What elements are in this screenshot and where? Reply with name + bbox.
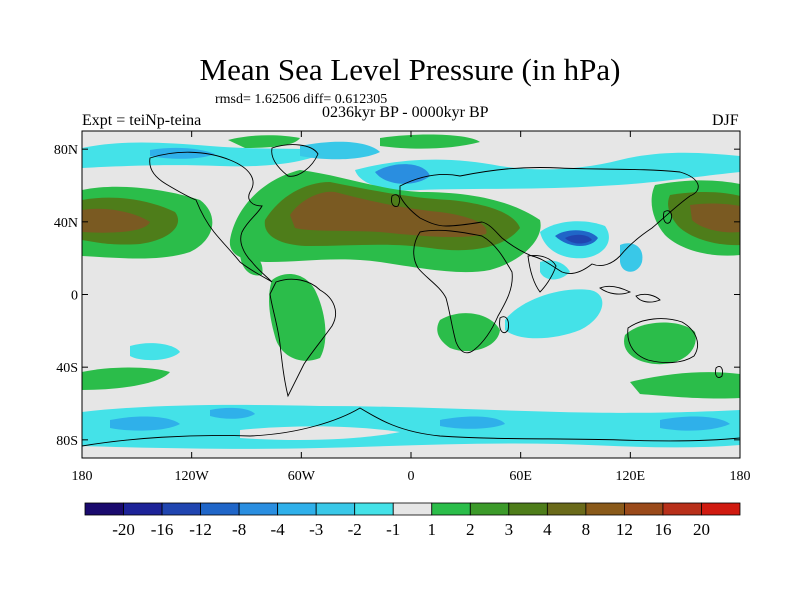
lat-tick-label: 0 <box>71 289 78 304</box>
coastline-africa <box>413 229 513 354</box>
lat-tick-label: 80N <box>54 143 78 158</box>
anomaly-tibet-low-dark <box>565 234 592 244</box>
coastline-uk <box>391 194 401 207</box>
anomaly-southern-ocean-blue-2 <box>210 407 255 419</box>
colorbar-label: 12 <box>616 520 633 539</box>
colorbar-swatch <box>200 502 240 516</box>
pressure-anomaly-field <box>82 134 740 449</box>
colorbar-swatch <box>238 502 279 516</box>
colorbar-swatch <box>662 502 702 516</box>
lat-tick-label: 80S <box>56 434 78 449</box>
colorbar-swatch <box>624 502 664 516</box>
anomaly-indian-ocean-cyan <box>505 289 603 339</box>
colorbar-label: 1 <box>428 520 437 539</box>
coastline-indonesia <box>599 285 661 303</box>
lon-tick-label: 180 <box>72 469 93 484</box>
anomaly-siberia-cyan <box>355 152 740 191</box>
lon-tick-label: 120W <box>175 469 210 484</box>
colorbar-label: -2 <box>348 520 362 539</box>
map-title: Mean Sea Level Pressure (in hPa) <box>199 52 621 87</box>
coastline-south-america <box>269 278 336 398</box>
anomaly-arctic-blue-center <box>300 141 380 160</box>
coastline-japan <box>663 210 673 224</box>
colorbar-label: -4 <box>271 520 286 539</box>
colorbar: -20 -16 -12 -8 -4 -3 -2 -1 1 2 3 4 8 12 16 20 <box>84 502 741 539</box>
anomaly-southern-ocean-blue-1 <box>110 416 180 431</box>
colorbar-label: 3 <box>505 520 514 539</box>
experiment-label: Expt = teiNp-teina <box>82 112 202 129</box>
lon-tick-label: 120E <box>616 469 646 484</box>
colorbar-swatch <box>277 502 317 516</box>
colorbar-swatch <box>123 502 163 516</box>
colorbar-label: -12 <box>189 520 212 539</box>
lat-tick-label: 40S <box>56 361 78 376</box>
colorbar-swatch <box>585 502 625 516</box>
lat-tick-label: 40N <box>54 216 78 231</box>
anomaly-australia-green <box>624 322 696 365</box>
colorbar-swatch <box>431 502 471 516</box>
coastline-eurasia <box>399 167 699 275</box>
coastline-india <box>527 255 557 293</box>
colorbar-swatch <box>84 502 124 516</box>
anomaly-southern-ocean-blue-3 <box>440 416 505 429</box>
colorbar-label: 8 <box>582 520 591 539</box>
stats-label: rmsd= 1.62506 diff= 0.612305 <box>215 92 388 107</box>
coastline-greenland <box>271 144 319 177</box>
colorbar-swatch <box>392 502 433 516</box>
colorbar-swatch <box>354 502 394 516</box>
axis-ticks <box>81 131 741 458</box>
colorbar-swatch <box>469 502 510 516</box>
coastlines <box>82 144 740 447</box>
colorbar-label: 16 <box>654 520 671 539</box>
anomaly-southamerica-green <box>269 274 326 361</box>
anomaly-centralamerica-green <box>240 251 263 276</box>
lon-tick-label: 0 <box>408 469 415 484</box>
colorbar-label: 20 <box>693 520 710 539</box>
anomaly-arctic-green <box>228 134 480 149</box>
season-label: DJF <box>712 112 739 129</box>
colorbar-swatch <box>546 502 587 516</box>
anomaly-atlantic-high-brown <box>290 191 487 238</box>
coastline-antarctica <box>82 407 740 447</box>
colorbar-label: -16 <box>151 520 174 539</box>
anomaly-antarctic-grey <box>240 426 400 440</box>
anomaly-pacific-high-brown <box>82 208 150 233</box>
anomaly-philippines-cyan <box>620 243 643 272</box>
colorbar-label: -3 <box>309 520 323 539</box>
anomaly-south-pacific-green <box>82 367 170 390</box>
coastline-australia <box>627 318 698 364</box>
colorbar-swatch <box>508 502 548 516</box>
colorbar-label: -1 <box>386 520 400 539</box>
anomaly-arctic-blue-west <box>150 147 215 159</box>
anomaly-westpacific-high-brown <box>690 203 740 233</box>
colorbar-swatch <box>161 502 201 516</box>
colorbar-label: 4 <box>543 520 552 539</box>
coastline-madagascar <box>499 316 509 334</box>
lon-tick-label: 180 <box>730 469 751 484</box>
anomaly-africa-green <box>437 313 500 352</box>
coastline-new-zealand <box>715 365 723 379</box>
colorbar-label: -8 <box>232 520 246 539</box>
colorbar-swatch <box>315 502 356 516</box>
colorbar-label: 2 <box>466 520 475 539</box>
anomaly-southern-ocean-blue-4 <box>660 416 730 431</box>
coastline-north-america <box>149 151 273 283</box>
colorbar-label: -20 <box>112 520 135 539</box>
colorbar-swatch <box>701 502 741 516</box>
period-label: 0236kyr BP - 0000kyr BP <box>322 104 489 121</box>
lon-tick-label: 60E <box>509 469 532 484</box>
anomaly-pacific-south-cyan <box>130 343 180 361</box>
lon-tick-label: 60W <box>288 469 316 484</box>
anomaly-south-indian-green <box>630 372 740 399</box>
axis-tick-labels: 180 120W 60W 0 60E 120E 180 80N 40N 0 40S 80S <box>54 143 751 484</box>
